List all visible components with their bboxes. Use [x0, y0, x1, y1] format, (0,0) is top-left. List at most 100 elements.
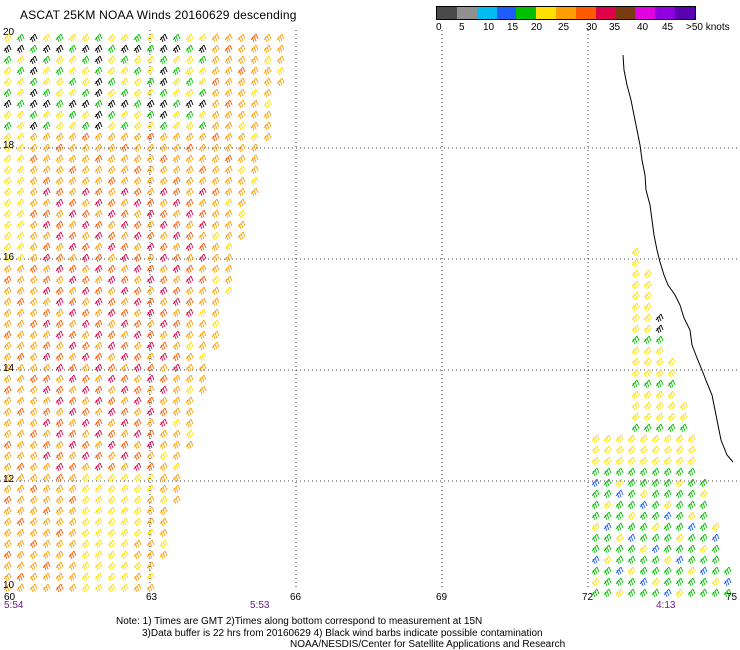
wind-barb	[94, 308, 103, 318]
wind-barb	[667, 357, 676, 367]
wind-barb	[631, 247, 640, 257]
wind-barb	[68, 297, 77, 307]
wind-barb	[159, 253, 168, 263]
wind-barb	[3, 231, 12, 241]
wind-barb	[159, 495, 168, 505]
wind-barb	[237, 187, 246, 197]
wind-barb	[639, 566, 648, 576]
wind-barb	[42, 242, 51, 252]
wind-barb	[631, 390, 640, 400]
wind-barb	[68, 198, 77, 208]
wind-barb	[81, 231, 90, 241]
colorbar-label: 20	[531, 22, 543, 33]
wind-barb	[639, 489, 648, 499]
wind-barb	[42, 583, 51, 593]
wind-barb	[185, 319, 194, 329]
wind-barb	[133, 583, 142, 593]
wind-barb	[29, 330, 38, 340]
wind-barb	[107, 429, 116, 439]
wind-barb	[107, 66, 116, 76]
wind-barb	[675, 467, 684, 477]
wind-barb	[639, 533, 648, 543]
colorbar-label: 25	[558, 22, 570, 33]
wind-barb	[198, 121, 207, 131]
wind-barb	[198, 77, 207, 87]
wind-barb	[94, 495, 103, 505]
wind-barb	[237, 231, 246, 241]
wind-barb	[29, 264, 38, 274]
wind-barb	[224, 286, 233, 296]
wind-barb	[107, 187, 116, 197]
wind-barb	[107, 275, 116, 285]
wind-barb	[42, 143, 51, 153]
wind-barb	[655, 379, 664, 389]
wind-barb	[94, 165, 103, 175]
wind-barb	[16, 484, 25, 494]
wind-barb	[185, 77, 194, 87]
wind-barb	[185, 418, 194, 428]
wind-barb	[107, 143, 116, 153]
wind-barb	[120, 297, 129, 307]
wind-barb	[3, 242, 12, 252]
wind-barb	[263, 132, 272, 142]
wind-barb	[250, 88, 259, 98]
wind-barb	[120, 440, 129, 450]
wind-barb	[133, 506, 142, 516]
wind-barb	[29, 165, 38, 175]
wind-barb	[146, 242, 155, 252]
wind-barb	[55, 286, 64, 296]
wind-barb	[159, 506, 168, 516]
wind-barb	[81, 539, 90, 549]
wind-barb	[107, 44, 116, 54]
wind-barb	[627, 434, 636, 444]
wind-barb	[146, 220, 155, 230]
wind-barb	[29, 143, 38, 153]
wind-barb	[615, 533, 624, 543]
wind-barb	[29, 462, 38, 472]
wind-barb	[120, 187, 129, 197]
wind-barb	[603, 555, 612, 565]
wind-barb	[185, 198, 194, 208]
wind-barb	[667, 401, 676, 411]
wind-barb	[663, 577, 672, 587]
wind-barb	[3, 561, 12, 571]
wind-barb	[94, 341, 103, 351]
wind-barb	[94, 572, 103, 582]
wind-barb	[29, 440, 38, 450]
wind-barb	[159, 297, 168, 307]
wind-barb	[133, 528, 142, 538]
wind-barb	[224, 66, 233, 76]
wind-barb	[276, 55, 285, 65]
wind-barb	[667, 423, 676, 433]
wind-barb	[133, 429, 142, 439]
wind-barb	[3, 132, 12, 142]
colorbar-label: 30	[586, 22, 598, 33]
wind-barb	[159, 418, 168, 428]
wind-barb	[42, 44, 51, 54]
wind-barb	[687, 478, 696, 488]
wind-barb	[198, 143, 207, 153]
wind-barb	[16, 242, 25, 252]
wind-barb	[120, 418, 129, 428]
wind-barb	[133, 198, 142, 208]
wind-barb	[627, 577, 636, 587]
wind-barb	[107, 88, 116, 98]
wind-barb	[631, 346, 640, 356]
wind-barb	[663, 434, 672, 444]
wind-barb	[159, 99, 168, 109]
wind-barb	[699, 577, 708, 587]
wind-barb	[224, 264, 233, 274]
wind-barb	[29, 110, 38, 120]
wind-barb	[237, 176, 246, 186]
wind-barb	[29, 209, 38, 219]
wind-barb	[3, 462, 12, 472]
wind-barb	[172, 352, 181, 362]
wind-barb	[55, 440, 64, 450]
wind-barb	[3, 110, 12, 120]
wind-barb	[81, 242, 90, 252]
wind-barb	[224, 275, 233, 285]
wind-barb	[42, 110, 51, 120]
wind-barb	[159, 352, 168, 362]
coastline	[622, 54, 734, 463]
wind-barb	[94, 88, 103, 98]
